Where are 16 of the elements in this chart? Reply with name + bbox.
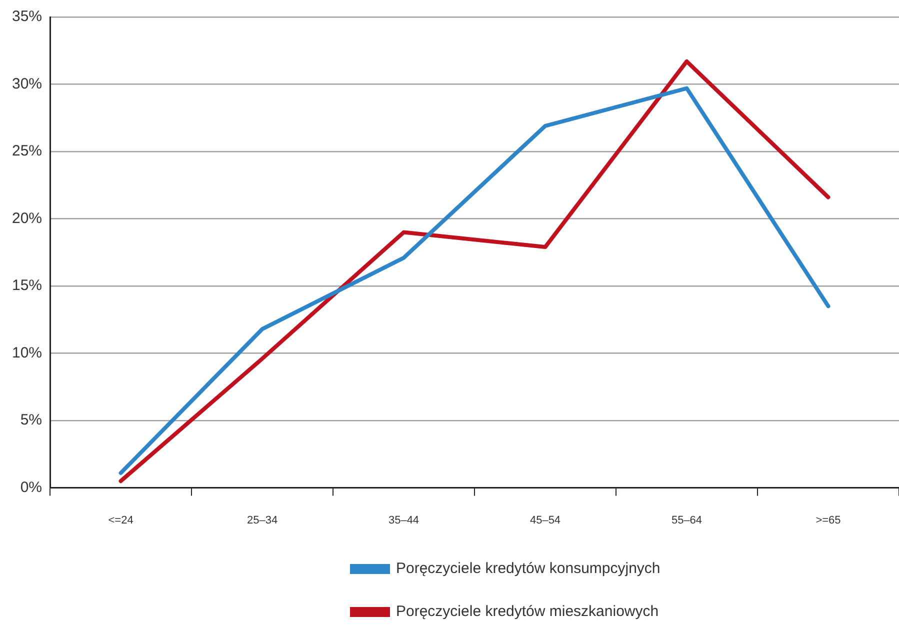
x-tick-label: <=24 xyxy=(108,514,134,526)
y-tick-label: 10% xyxy=(12,344,42,362)
y-tick-label: 15% xyxy=(12,277,42,294)
y-tick-label: 0% xyxy=(20,478,42,496)
y-tick-label: 35% xyxy=(12,8,42,26)
y-tick-label: 25% xyxy=(12,142,42,160)
legend-label: Poręczyciele kredytów mieszkaniowych xyxy=(396,603,659,620)
x-tick-label: 25–34 xyxy=(246,514,278,526)
y-tick-label: 20% xyxy=(12,210,42,227)
x-tick-label: 45–54 xyxy=(530,514,561,526)
x-tick-label: 55–64 xyxy=(671,514,702,526)
x-tick-label: 35–44 xyxy=(388,514,420,526)
x-tick-label: >=65 xyxy=(816,514,841,526)
legend-label: Poręczyciele kredytów konsumpcyjnych xyxy=(396,560,660,577)
y-tick-label: 5% xyxy=(20,412,42,429)
y-tick-label: 30% xyxy=(12,75,42,92)
